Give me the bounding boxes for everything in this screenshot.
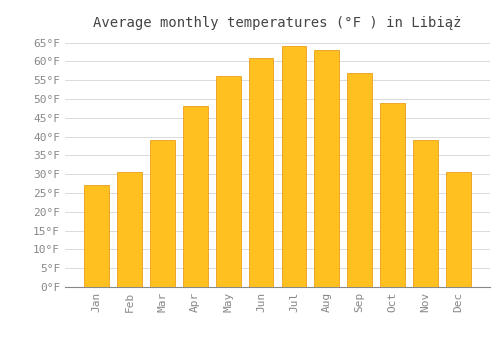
Bar	[248, 57, 274, 287]
Bar	[348, 72, 372, 287]
Bar	[282, 46, 306, 287]
Title: Average monthly temperatures (°F ) in Libiąż: Average monthly temperatures (°F ) in Li…	[93, 16, 462, 30]
Bar	[183, 106, 208, 287]
Bar	[84, 186, 109, 287]
Bar	[117, 172, 142, 287]
Bar	[380, 103, 405, 287]
Bar	[413, 140, 438, 287]
Bar	[314, 50, 339, 287]
Bar	[150, 140, 174, 287]
Bar	[216, 76, 240, 287]
Bar	[446, 172, 470, 287]
